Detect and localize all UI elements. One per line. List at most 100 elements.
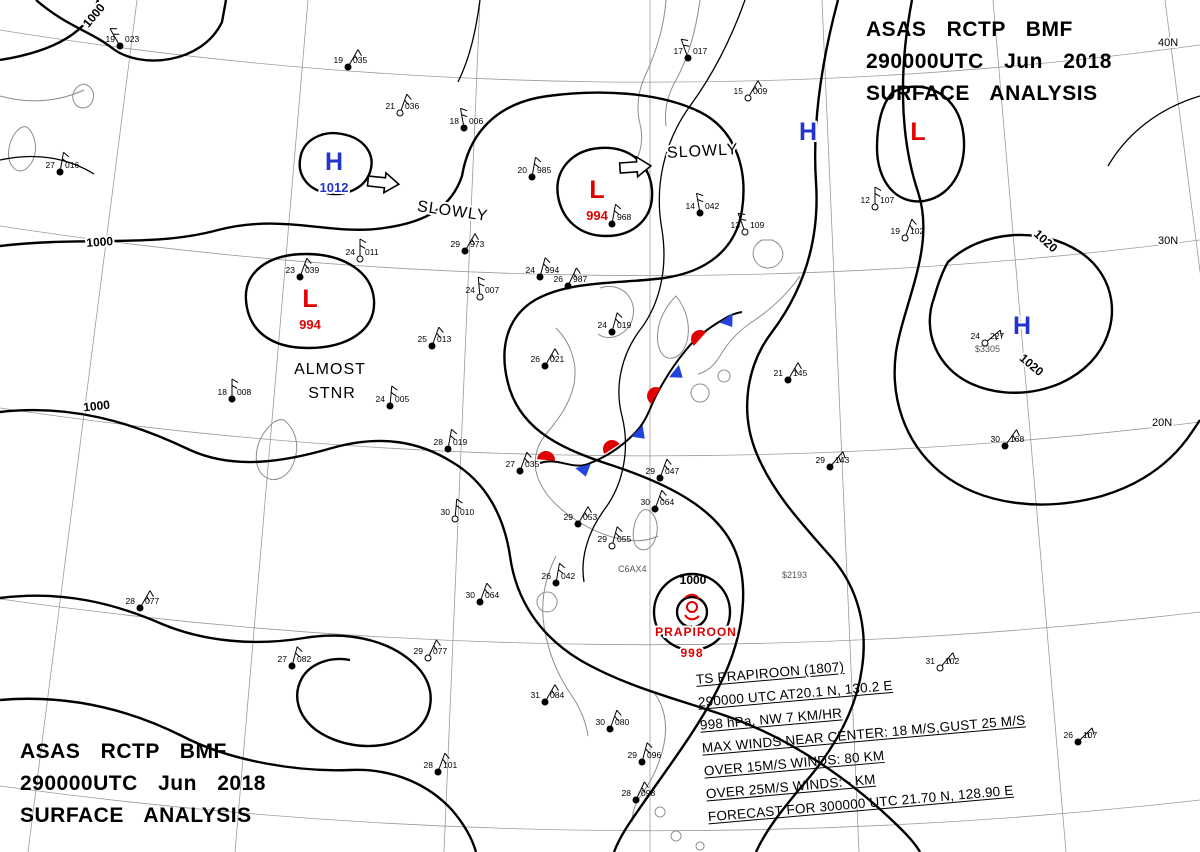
station-pressure: 973 bbox=[470, 239, 484, 249]
station-circle-icon bbox=[460, 124, 468, 132]
coastline-lake bbox=[255, 419, 298, 480]
wind-barb-tick bbox=[1087, 732, 1090, 739]
station-temperature: 18 bbox=[450, 116, 460, 126]
wind-barb-tick bbox=[794, 367, 799, 374]
station-plot: 30 064 bbox=[641, 489, 674, 513]
station-temperature: 24 bbox=[376, 394, 386, 404]
station-plot: 29 053 bbox=[564, 506, 597, 528]
station-temperature: 27 bbox=[506, 459, 516, 469]
wind-barb-tick bbox=[436, 332, 441, 339]
station-temperature: 29 bbox=[646, 466, 656, 476]
station-circle-icon bbox=[386, 402, 394, 410]
isobar-low-northeast bbox=[875, 85, 966, 203]
station-plot: 29 047 bbox=[646, 458, 679, 482]
ship-label: C6AX4 bbox=[618, 564, 647, 574]
station-pressure: 017 bbox=[693, 46, 707, 56]
station-circle-icon bbox=[608, 542, 616, 550]
wind-barb-tick bbox=[797, 362, 802, 370]
station-circle-icon bbox=[228, 395, 236, 403]
wind-barb-tick bbox=[231, 384, 238, 389]
station-circle-icon bbox=[564, 282, 572, 290]
station-temperature: 27 bbox=[46, 160, 56, 170]
wind-barb-tick bbox=[659, 495, 664, 502]
station-temperature: 20 bbox=[518, 165, 528, 175]
station-temperature: 14 bbox=[686, 201, 696, 211]
station-pressure: 023 bbox=[125, 34, 139, 44]
station-plot: 13 109 bbox=[731, 212, 764, 236]
station-temperature: 29 bbox=[816, 455, 826, 465]
pressure-center-l: L 994 bbox=[584, 174, 610, 225]
chart-title-line: ASAS RCTP BMF bbox=[866, 18, 1073, 41]
station-plot: 24 994 bbox=[526, 257, 559, 281]
station-circle-icon bbox=[116, 42, 124, 50]
station-temperature: 30 bbox=[596, 717, 606, 727]
station-pressure: 016 bbox=[65, 160, 79, 170]
isobar bbox=[0, 0, 100, 62]
station-temperature: 18 bbox=[218, 387, 228, 397]
wind-barb-tick bbox=[697, 199, 704, 203]
station-temperature: 15 bbox=[734, 86, 744, 96]
storm-inner-isobar bbox=[675, 595, 709, 629]
station-pressure: 047 bbox=[665, 466, 679, 476]
cold-front-marker-icon bbox=[575, 463, 591, 477]
pressure-center-letter: H bbox=[325, 148, 343, 176]
wind-barb-tick bbox=[615, 318, 621, 324]
parallel-line bbox=[0, 225, 1200, 276]
coastline-japan bbox=[697, 275, 801, 375]
isobar-low-994-inner bbox=[556, 146, 654, 238]
coastline-lake bbox=[72, 83, 95, 109]
station-plot: 14 042 bbox=[686, 192, 719, 217]
motion-label: SLOWLY bbox=[416, 198, 489, 225]
wind-barb-tick bbox=[478, 276, 485, 281]
station-circle-icon bbox=[552, 579, 560, 587]
wind-barb-tick bbox=[551, 689, 556, 696]
wind-barb-tick bbox=[304, 263, 309, 270]
isobar-high-1012 bbox=[298, 131, 373, 196]
coastline-island bbox=[654, 806, 666, 818]
station-temperature: 19 bbox=[891, 226, 901, 236]
wind-barb-tick bbox=[584, 511, 589, 518]
wind-barb-tick bbox=[456, 498, 463, 504]
wind-barb-tick bbox=[526, 451, 532, 458]
wind-barb-tick bbox=[484, 588, 489, 595]
station-circle-icon bbox=[826, 463, 834, 471]
cold-front-marker-icon bbox=[669, 364, 683, 378]
station-pressure: 019 bbox=[453, 437, 467, 447]
isobar bbox=[35, 0, 228, 62]
station-circle-icon bbox=[541, 698, 549, 706]
station-circle-icon bbox=[528, 173, 536, 181]
wind-barb-tick bbox=[999, 330, 1002, 338]
station-temperature: 29 bbox=[414, 646, 424, 656]
station-plot: 29 055 bbox=[598, 526, 631, 550]
coastline-china bbox=[534, 327, 659, 542]
station-circle-icon bbox=[901, 234, 909, 242]
station-plot: 31 084 bbox=[531, 684, 564, 706]
station-plot: 30 080 bbox=[596, 709, 629, 733]
coastline-kyushu bbox=[690, 383, 710, 403]
wind-barb-tick bbox=[471, 238, 476, 245]
pressure-center-l: L bbox=[908, 116, 927, 148]
station-temperature: 17 bbox=[674, 46, 684, 56]
wind-barb-tick bbox=[391, 385, 398, 391]
wind-barb-tick bbox=[740, 218, 747, 221]
wind-barb-tick bbox=[433, 645, 438, 651]
station-circle-icon bbox=[434, 768, 442, 776]
chart-title-line: 290000UTC Jun 2018 bbox=[20, 772, 266, 795]
wind-barb-tick bbox=[666, 458, 672, 465]
station-pressure: 107 bbox=[880, 195, 894, 205]
station-circle-icon bbox=[656, 474, 664, 482]
wind-barb-tick bbox=[306, 257, 312, 264]
motion-label: STNR bbox=[308, 385, 356, 402]
wind-barb-tick bbox=[1016, 429, 1020, 437]
station-temperature: 29 bbox=[628, 750, 638, 760]
station-temperature: 21 bbox=[774, 368, 784, 378]
wind-barb-tick bbox=[616, 312, 623, 319]
tropical-storm-icon-tail bbox=[684, 614, 700, 621]
station-plot: 18 006 bbox=[450, 107, 483, 132]
station-pressure: 053 bbox=[583, 512, 597, 522]
station-pressure: 013 bbox=[437, 334, 451, 344]
station-pressure: 011 bbox=[365, 247, 379, 257]
coastline-hokkaido bbox=[752, 239, 784, 269]
station-plot: 29 096 bbox=[628, 742, 661, 766]
